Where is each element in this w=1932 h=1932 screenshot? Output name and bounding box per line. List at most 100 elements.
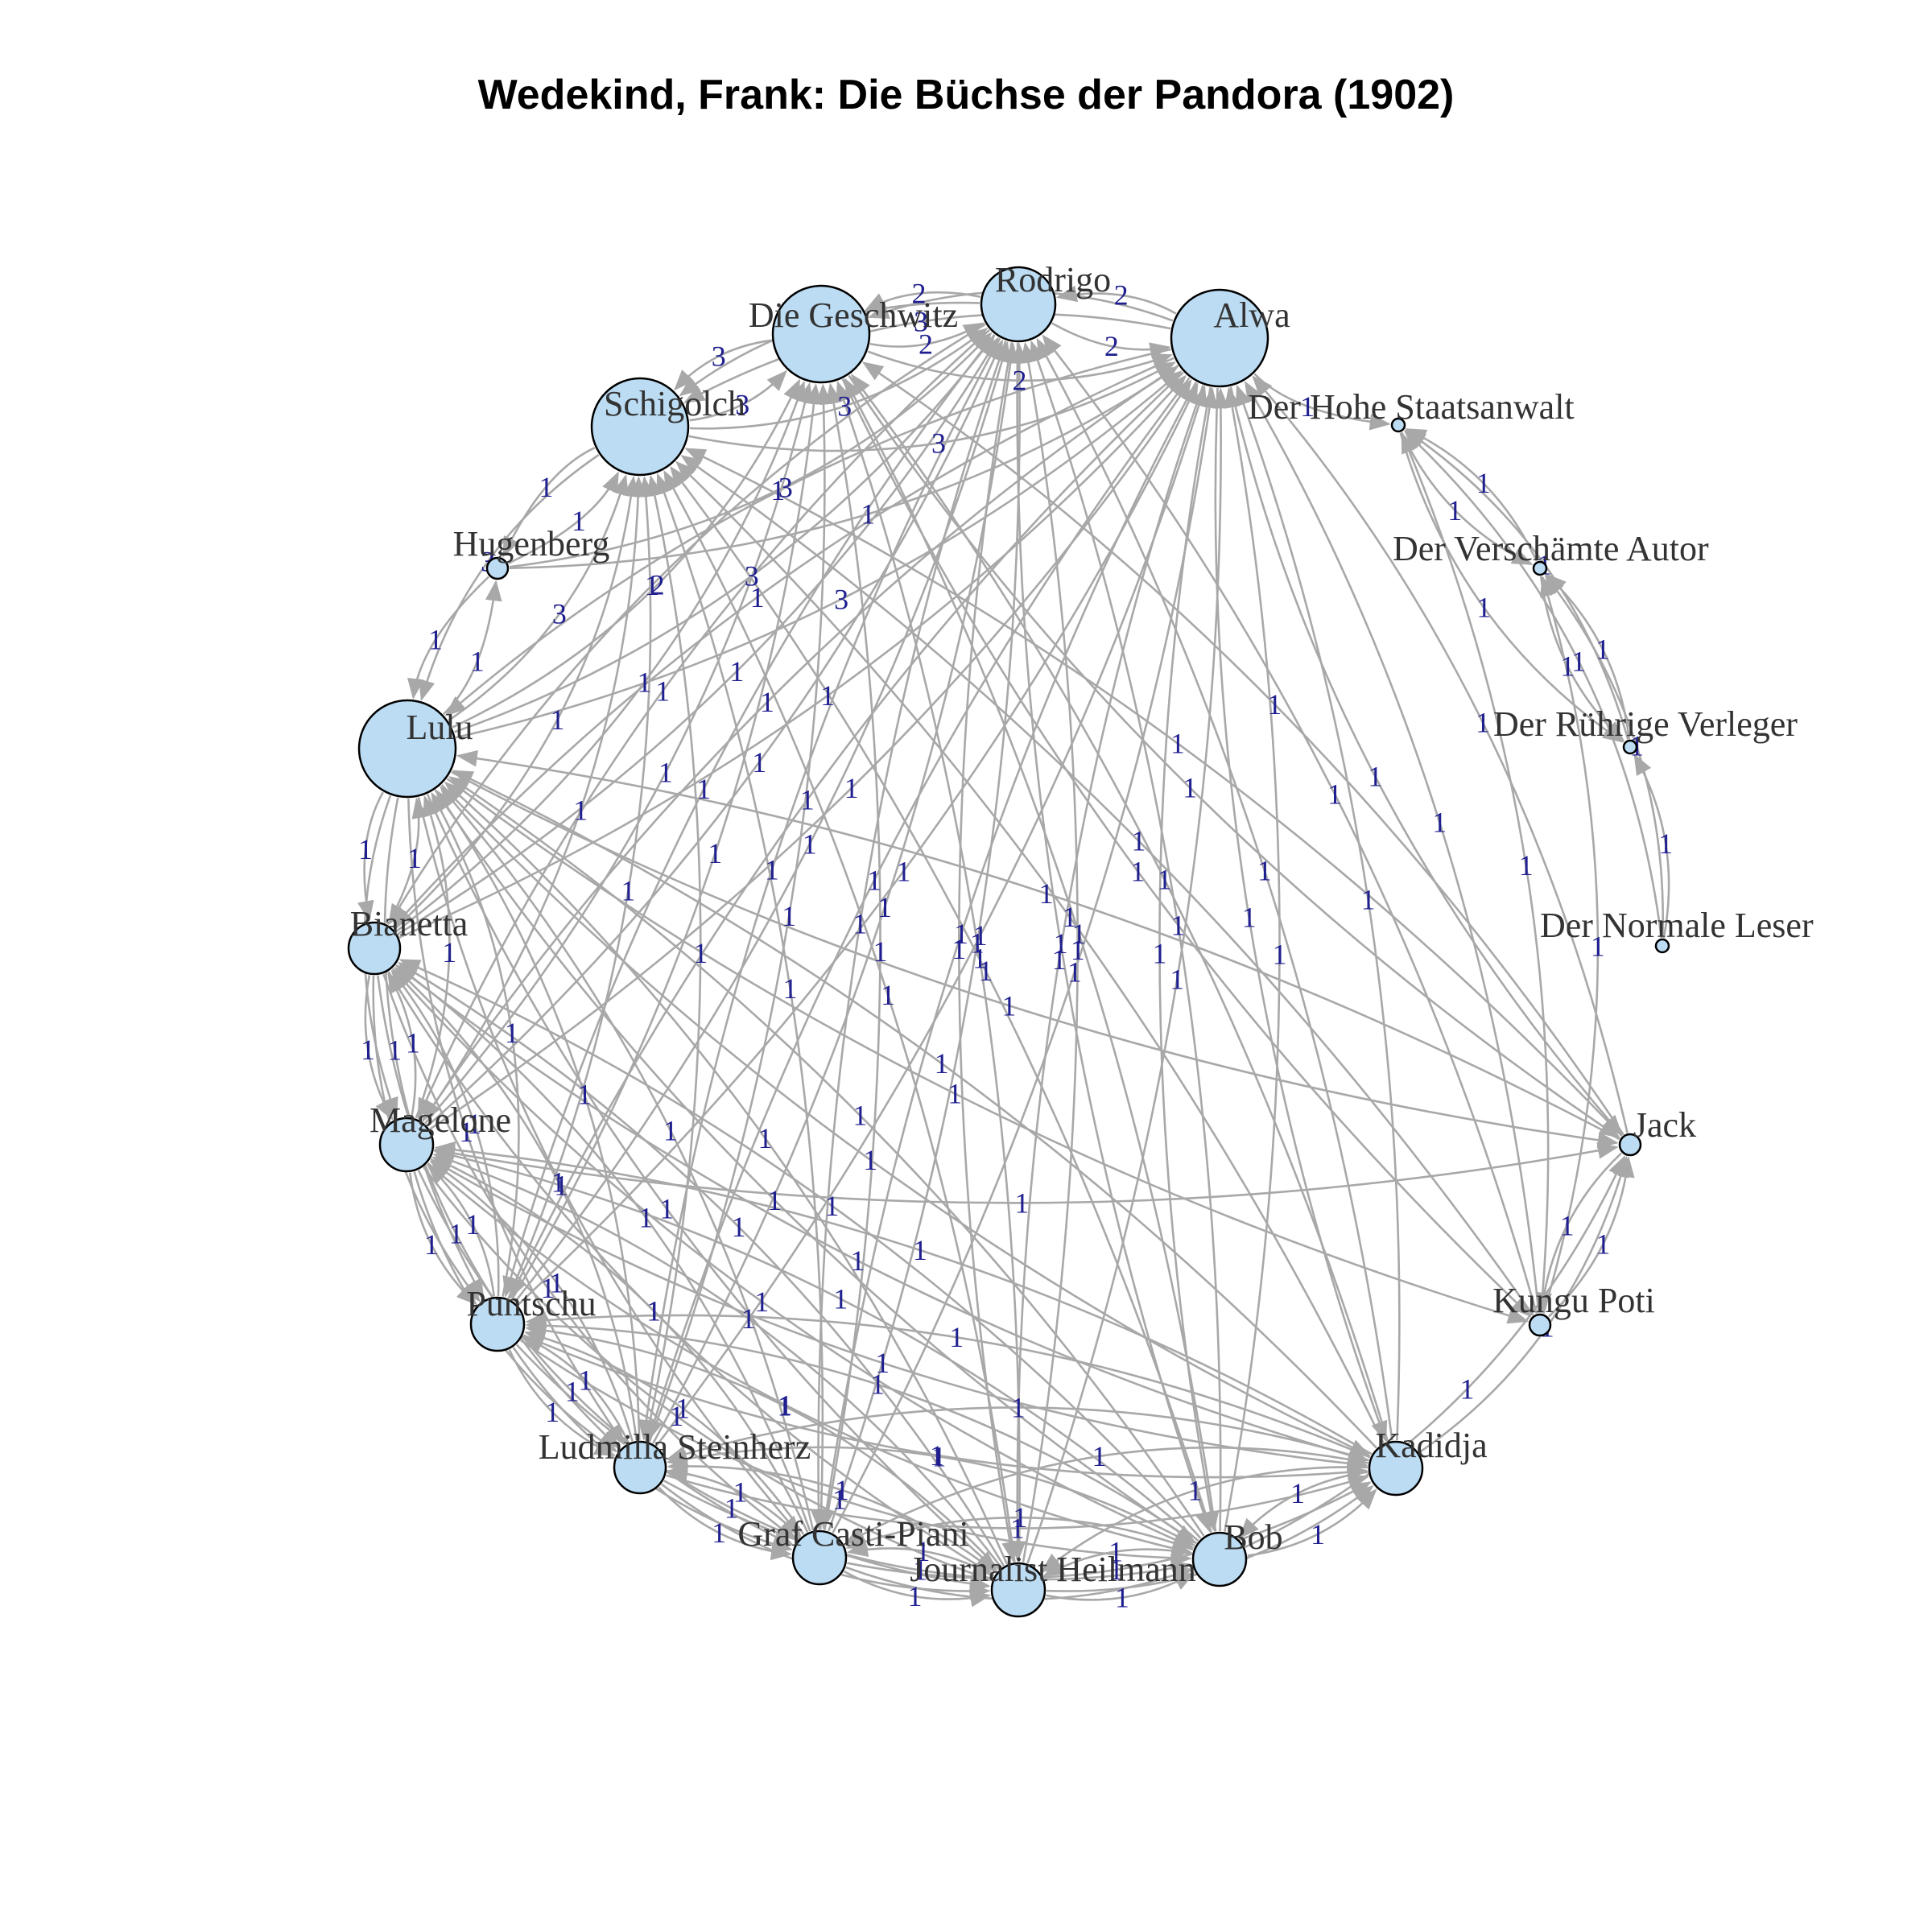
edge-staatsanwalt-to-verleger <box>1399 432 1624 743</box>
edge-weight-bianetta-to-geschwitz: 1 <box>638 667 652 699</box>
edge-weight-kungu-to-schigolch: 1 <box>1131 825 1146 857</box>
edge-weight-bianetta-to-casti: 1 <box>541 1272 555 1304</box>
edge-alwa-to-staatsanwalt <box>1253 373 1391 431</box>
edge-lulu-to-jack <box>451 770 1619 1149</box>
edge-weight-lulu-to-ludmilla: 1 <box>459 1116 473 1148</box>
edge-weight-jack-to-alwa: 1 <box>1476 707 1490 739</box>
edge-bianetta-to-rodrigo <box>397 336 999 935</box>
edge-magelone-to-puntschu <box>409 1172 477 1306</box>
edge-alwa-to-jack <box>1229 386 1623 1137</box>
edge-ludmilla-to-bianetta <box>394 966 638 1441</box>
node-label-hugenberg: Hugenberg <box>453 524 610 564</box>
edge-bob-to-lulu <box>448 776 1205 1537</box>
edge-jack-to-schigolch <box>684 448 1623 1137</box>
edge-weight-heilmann-to-puntschu: 1 <box>777 1390 791 1422</box>
edge-weight-magelone-to-rodrigo: 1 <box>752 746 766 778</box>
edge-weight-schigolch-to-alwa: 3 <box>931 427 946 459</box>
edge-weight-magelone-to-alwa: 1 <box>844 772 859 804</box>
edge-weight-rodrigo-to-bob: 1 <box>1054 927 1068 960</box>
edge-weight-magelone-to-geschwitz: 1 <box>658 756 673 788</box>
edge-weight-alwa-to-kadidja: 1 <box>1242 902 1257 934</box>
edge-schigolch-to-geschwitz <box>689 369 787 422</box>
edge-casti-to-geschwitz <box>824 382 881 1530</box>
edge-heilmann-to-rodrigo <box>1020 341 1079 1563</box>
node-bob <box>1191 1531 1248 1587</box>
edge-weight-lulu-to-jack: 1 <box>1001 989 1016 1022</box>
edge-weight-jack-to-lulu: 1 <box>1039 877 1054 910</box>
edge-weight-puntschu-to-alwa: 1 <box>896 855 910 887</box>
edge-weight-magelone-to-heilmann: 1 <box>669 1400 683 1432</box>
edge-casti-to-magelone <box>431 1156 809 1533</box>
edge-weight-puntschu-to-bob: 1 <box>832 1483 847 1515</box>
edge-weight-alwa-to-lulu: 3 <box>778 472 793 504</box>
edge-weight-jack-to-schigolch: 1 <box>1170 728 1185 760</box>
node-label-bob: Bob <box>1224 1517 1282 1557</box>
edge-weight-staatsanwalt-to-verleger: 1 <box>1476 592 1491 624</box>
edge-magelone-to-lulu <box>415 795 451 1119</box>
node-label-layer: Rodrigo Alwa Die Geschwitz Schigolch Der Hoh… <box>350 260 1814 1589</box>
edge-kadidja-to-alwa <box>1236 384 1401 1441</box>
edge-weight-bob-to-jack: 1 <box>1460 1373 1475 1406</box>
edge-weight-casti-to-kadidja: 1 <box>1109 1554 1124 1586</box>
node-label-casti: Graf Casti-Piani <box>737 1514 968 1554</box>
edge-bob-to-jack <box>1245 1155 1625 1549</box>
node-label-puntschu: Puntschu <box>466 1284 596 1323</box>
edge-weight-kadidja-to-heilmann: 1 <box>1188 1474 1203 1506</box>
node-magelone <box>378 1117 435 1173</box>
edge-weight-rodrigo-to-geschwitz: 2 <box>912 278 927 310</box>
edge-rodrigo-to-alwa <box>1051 322 1171 359</box>
edge-weight-bob-to-schigolch: 1 <box>978 955 993 987</box>
figure-title: Wedekind, Frank: Die Büchse der Pandora … <box>477 72 1455 118</box>
edge-weight-lulu-to-kungu: 1 <box>947 1078 962 1110</box>
edge-weight-alwa-to-rodrigo: 2 <box>1114 279 1129 312</box>
edge-lulu-to-ludmilla <box>407 798 625 1446</box>
node-staatsanwalt <box>1390 417 1406 433</box>
edge-weight-magelone-to-lulu: 1 <box>442 936 456 968</box>
edge-weight-casti-to-bianetta: 1 <box>638 1201 653 1233</box>
edge-puntschu-to-bianetta <box>390 969 500 1297</box>
edge-heilmann-to-alwa <box>1026 387 1229 1564</box>
node-label-bianetta: Bianetta <box>350 904 469 943</box>
edge-heilmann-to-bianetta <box>397 962 1005 1567</box>
edge-weight-rodrigo-to-magelone: 1 <box>655 675 670 707</box>
edge-weight-rodrigo-to-casti: 1 <box>852 908 867 940</box>
edge-bob-to-puntschu <box>525 1317 1197 1545</box>
edge-weight-magelone-to-schigolch: 1 <box>573 794 588 826</box>
edge-bianetta-to-alwa <box>398 374 1187 939</box>
edge-weight-kungu-to-jack: 1 <box>1596 1228 1610 1261</box>
edge-weight-bob-to-alwa: 1 <box>1273 939 1287 971</box>
edge-weight-bob-to-ludmilla: 1 <box>931 1440 946 1472</box>
edge-bob-to-ludmilla <box>666 1446 1195 1547</box>
edge-lulu-to-kungu <box>446 778 1530 1324</box>
edge-weight-kadidja-to-rodrigo: 1 <box>1257 855 1272 887</box>
edge-alwa-to-magelone <box>422 365 1179 1122</box>
edge-kadidja-to-geschwitz <box>850 374 1389 1442</box>
edge-weight-heilmann-to-bob: 1 <box>1115 1582 1129 1614</box>
edge-ludmilla-to-schigolch <box>644 475 702 1442</box>
edge-weight-heilmann-to-ludmilla: 1 <box>835 1474 849 1506</box>
edge-lulu-to-kadidja <box>440 784 1371 1457</box>
edge-casti-to-heilmann <box>843 1570 992 1608</box>
edge-weight-alwa-to-jack: 1 <box>1368 761 1382 793</box>
node-label-heilmann: Journalist Heilmann <box>910 1550 1196 1589</box>
edge-kadidja-to-schigolch <box>675 460 1385 1444</box>
edge-kadidja-to-puntschu <box>525 1311 1371 1459</box>
edge-weight-heilmann-to-alwa: 1 <box>1170 963 1184 995</box>
edge-weight-bob-to-puntschu: 1 <box>870 1368 885 1401</box>
edge-weight-heilmann-to-geschwitz: 1 <box>972 943 987 975</box>
edge-bianetta-to-schigolch <box>393 475 640 931</box>
edge-weight-alwa-to-puntschu: 1 <box>800 784 815 816</box>
edge-weight-ludmilla-to-geschwitz: 1 <box>782 900 796 932</box>
edge-weight-bob-to-casti: 1 <box>1013 1501 1027 1534</box>
edge-weight-lulu-to-kadidja: 1 <box>863 1144 877 1176</box>
edge-weight-kungu-to-alwa: 1 <box>1432 807 1447 839</box>
node-puntschu <box>469 1296 526 1352</box>
edge-weight-magelone-to-puntschu: 1 <box>424 1228 439 1261</box>
edge-weight-ludmilla-to-casti: 1 <box>712 1517 726 1549</box>
edge-weight-lulu-to-casti: 1 <box>554 1169 568 1201</box>
edge-weight-schigolch-to-geschwitz: 3 <box>735 389 749 421</box>
edge-weight-casti-to-ludmilla: 1 <box>733 1476 748 1509</box>
edge-weight-lulu-to-alwa: 3 <box>834 584 848 616</box>
edge-leser-to-staatsanwalt <box>1403 430 1663 939</box>
edge-weight-rodrigo-to-bianetta: 1 <box>645 569 659 601</box>
